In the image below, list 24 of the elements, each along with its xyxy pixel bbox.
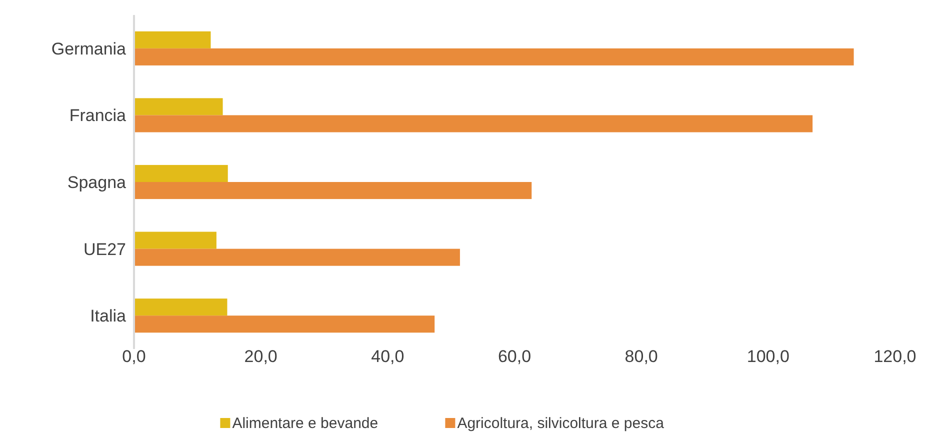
bar <box>134 98 223 116</box>
x-tick-label: 60,0 <box>498 347 532 366</box>
bar <box>134 232 216 249</box>
y-tick-label: UE27 <box>83 240 126 259</box>
y-tick-label: Italia <box>90 306 127 326</box>
bar <box>134 31 211 48</box>
bar <box>134 248 460 266</box>
x-tick-label: 20,0 <box>244 347 278 366</box>
x-tick-label: 100,0 <box>746 347 790 366</box>
legend-label: Alimentare e bevande <box>232 415 378 432</box>
y-tick-label: Francia <box>69 106 127 126</box>
bar <box>134 316 435 333</box>
legend-label: Agricoltura, silvicoltura e pesca <box>457 415 665 432</box>
bar <box>134 115 813 132</box>
bar <box>134 164 228 182</box>
x-tick-label: 40,0 <box>371 347 404 366</box>
bar <box>134 298 228 316</box>
x-tick-label: 120,0 <box>874 347 916 366</box>
bar <box>134 182 532 200</box>
x-tick-label: 0,0 <box>122 347 146 366</box>
y-tick-label: Germania <box>51 39 127 58</box>
bar <box>134 48 854 66</box>
x-tick-label: 80,0 <box>624 347 658 366</box>
y-tick-label: Spagna <box>67 173 127 192</box>
